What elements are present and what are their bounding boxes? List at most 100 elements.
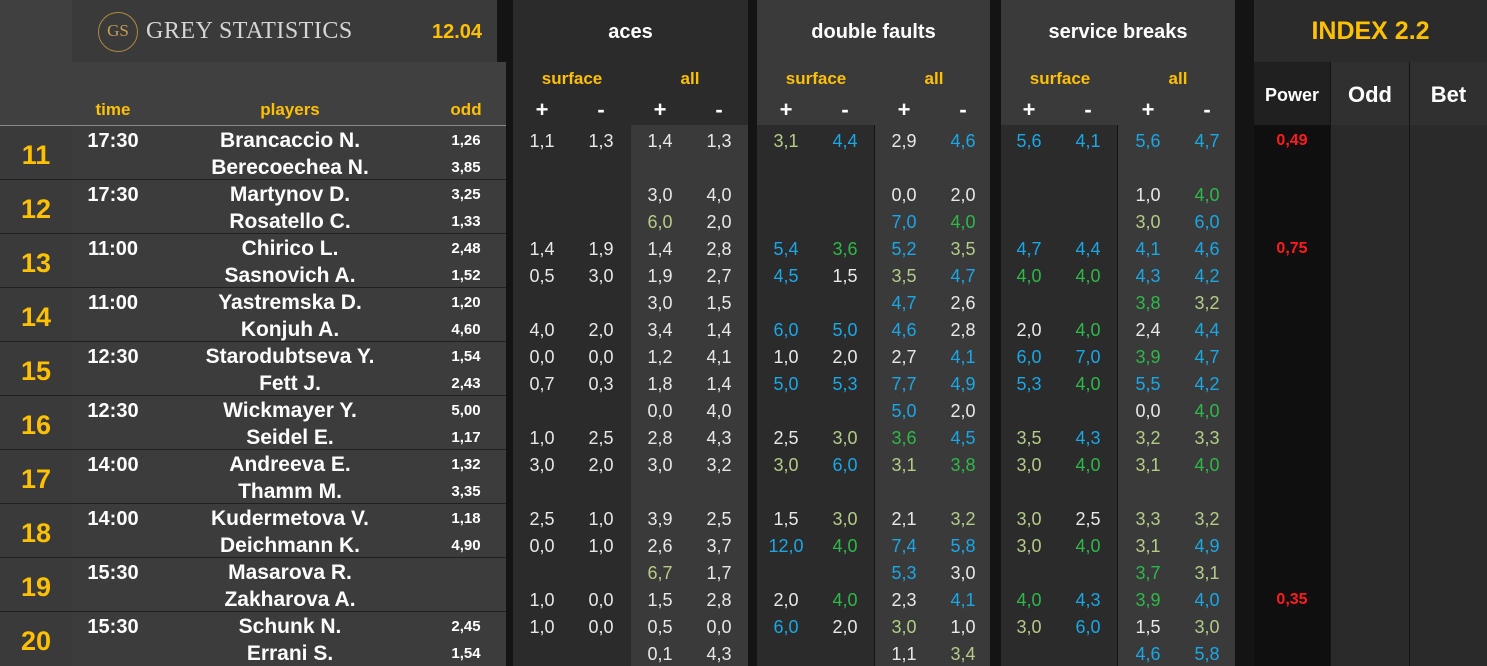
stat-value: 1,5 xyxy=(1135,617,1161,637)
row-divider xyxy=(0,449,506,450)
date-label: 12.04 xyxy=(432,21,483,43)
stat-value: 4,2 xyxy=(1194,374,1220,394)
player-odd: 2,48 xyxy=(451,240,481,257)
stat-value: 6,0 xyxy=(1075,617,1101,637)
stat-value: 3,0 xyxy=(950,563,976,583)
player-odd: 1,18 xyxy=(451,510,481,527)
stat-value: 4,2 xyxy=(1194,266,1220,286)
stat-value: 0,5 xyxy=(647,617,673,637)
stat-value: 4,0 xyxy=(1194,185,1220,205)
stat-value: 5,6 xyxy=(1016,131,1042,151)
row-divider xyxy=(0,395,506,396)
minus-label: - xyxy=(959,97,967,122)
stat-value: 3,0 xyxy=(647,293,673,313)
player-name: Kudermetova V. xyxy=(211,507,369,530)
plus-label: + xyxy=(779,97,793,122)
stat-value: 3,2 xyxy=(1194,509,1220,529)
power-value: 0,75 xyxy=(1276,240,1308,257)
stat-value: 3,2 xyxy=(950,509,976,529)
stat-value: 4,0 xyxy=(1075,266,1101,286)
player-odd: 2,45 xyxy=(451,618,481,635)
surface-label: surface xyxy=(541,69,603,88)
stat-value: 2,6 xyxy=(647,536,673,556)
stat-value: 1,7 xyxy=(706,563,732,583)
stat-value: 5,3 xyxy=(891,563,917,583)
stat-value: 1,1 xyxy=(891,644,917,664)
stat-value: 0,0 xyxy=(647,401,673,421)
stat-value: 1,9 xyxy=(588,239,614,259)
player-odd: 4,90 xyxy=(451,537,481,554)
stat-value: 3,5 xyxy=(891,266,917,286)
stat-value: 4,1 xyxy=(1135,239,1161,259)
stat-value: 0,0 xyxy=(588,590,614,610)
stat-value: 4,3 xyxy=(1075,428,1101,448)
row-divider xyxy=(0,233,506,234)
player-name: Martynov D. xyxy=(229,183,351,206)
row-divider xyxy=(0,341,506,342)
stat-value: 6,0 xyxy=(773,617,799,637)
stat-value: 0,0 xyxy=(588,347,614,367)
stat-value: 4,0 xyxy=(832,590,858,610)
match-number: 12 xyxy=(20,194,52,224)
power-value: 0,49 xyxy=(1276,132,1308,149)
stat-value: 3,4 xyxy=(647,320,673,340)
stat-value: 2,5 xyxy=(529,509,555,529)
stat-value: 3,0 xyxy=(529,455,555,475)
plus-label: + xyxy=(1022,97,1036,122)
aces-title: aces xyxy=(608,21,653,43)
stat-value: 1,0 xyxy=(588,509,614,529)
stat-value: 5,3 xyxy=(1016,374,1042,394)
stat-value: 1,0 xyxy=(529,617,555,637)
minus-label: - xyxy=(1203,97,1211,122)
stat-value: 4,7 xyxy=(1194,131,1220,151)
match-number: 14 xyxy=(20,302,52,332)
stat-value: 4,3 xyxy=(1075,590,1101,610)
stat-value: 4,9 xyxy=(950,374,976,394)
stat-value: 2,6 xyxy=(950,293,976,313)
stat-value: 4,3 xyxy=(1135,266,1161,286)
stat-value: 3,0 xyxy=(1016,509,1042,529)
stat-value: 3,0 xyxy=(647,185,673,205)
player-odd: 3,35 xyxy=(451,483,481,500)
stat-value: 2,0 xyxy=(950,401,976,421)
service-breaks-title: service breaks xyxy=(1048,21,1188,43)
stat-value: 1,5 xyxy=(832,266,858,286)
match-time: 15:30 xyxy=(87,562,139,584)
power-col-label: Power xyxy=(1264,85,1320,105)
stat-value: 3,1 xyxy=(1135,455,1161,475)
player-name: Starodubtseva Y. xyxy=(205,345,375,368)
stat-value: 3,9 xyxy=(1135,590,1161,610)
aces-surface-body xyxy=(513,125,631,666)
row-divider xyxy=(0,503,506,504)
stat-value: 0,0 xyxy=(529,347,555,367)
stat-value: 3,0 xyxy=(891,617,917,637)
player-name: Berecoechea N. xyxy=(211,156,369,179)
stat-value: 5,0 xyxy=(832,320,858,340)
stat-value: 3,9 xyxy=(647,509,673,529)
stat-value: 7,0 xyxy=(891,212,917,232)
stat-value: 5,4 xyxy=(773,239,799,259)
all-label: all xyxy=(1168,69,1188,88)
stat-value: 4,0 xyxy=(1194,590,1220,610)
all-label: all xyxy=(680,69,700,88)
stat-value: 3,3 xyxy=(1194,428,1220,448)
stat-value: 6,0 xyxy=(773,320,799,340)
stat-value: 2,8 xyxy=(950,320,976,340)
stat-value: 4,0 xyxy=(832,536,858,556)
stat-value: 4,7 xyxy=(1016,239,1042,259)
stat-value: 5,8 xyxy=(1194,644,1220,664)
aces-header xyxy=(513,0,748,125)
stat-value: 2,1 xyxy=(891,509,917,529)
plus-label: + xyxy=(653,97,667,122)
stat-value: 4,0 xyxy=(529,320,555,340)
stat-value: 4,4 xyxy=(832,131,858,151)
stat-value: 5,8 xyxy=(950,536,976,556)
stat-value: 2,5 xyxy=(588,428,614,448)
stat-value: 3,0 xyxy=(773,455,799,475)
stat-value: 4,0 xyxy=(950,212,976,232)
brand-bar xyxy=(72,0,497,62)
service-breaks-header xyxy=(1001,0,1235,125)
stat-value: 12,0 xyxy=(768,536,804,556)
player-odd: 1,32 xyxy=(451,456,481,473)
stat-value: 2,5 xyxy=(706,509,732,529)
